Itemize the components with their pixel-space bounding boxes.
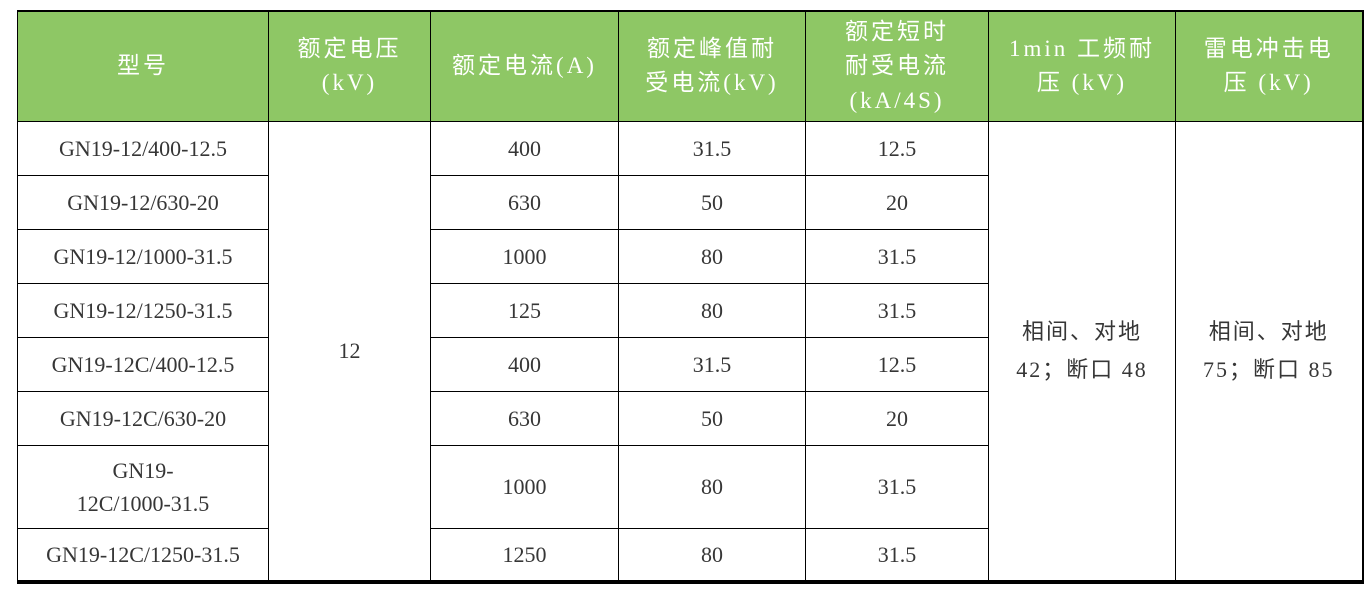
- table-row: GN19-12/1000-31.5 1000 80 31.5: [17, 228, 1363, 284]
- short-time-cell: 20: [805, 390, 989, 446]
- header-peak-withstand: 额定峰值耐 受电流(kV): [618, 10, 806, 122]
- peak-withstand-cell: 31.5: [618, 336, 806, 392]
- table-row: GN19-12C/1250-31.5 1250 80 31.5: [17, 527, 1363, 583]
- header-power-freq-withstand: 1min 工频耐 压 (kV): [988, 10, 1176, 122]
- header-lightning-impulse: 雷电冲击电 压 (kV): [1175, 10, 1363, 122]
- peak-withstand-cell: 50: [618, 174, 806, 230]
- lightning-impulse-merged-cell: 相间、对地 75；断口 85: [1175, 120, 1363, 583]
- rated-current-cell: 125: [430, 282, 619, 338]
- spec-table: 型号 额定电压 (kV) 额定电流(A) 额定峰值耐 受电流(kV) 额定短时 …: [17, 10, 1364, 584]
- model-cell: GN19-12/1250-31.5: [17, 282, 269, 338]
- peak-withstand-cell: 80: [618, 282, 806, 338]
- short-time-cell: 31.5: [805, 282, 989, 338]
- header-rated-current: 额定电流(A): [430, 10, 619, 122]
- model-cell: GN19-12/400-12.5: [17, 120, 269, 176]
- short-time-cell: 31.5: [805, 527, 989, 583]
- model-cell: GN19-12C/400-12.5: [17, 336, 269, 392]
- rated-current-cell: 400: [430, 336, 619, 392]
- rated-current-cell: 1000: [430, 444, 619, 529]
- peak-withstand-cell: 80: [618, 228, 806, 284]
- peak-withstand-cell: 50: [618, 390, 806, 446]
- rated-voltage-merged-cell: 12: [268, 120, 431, 583]
- header-rated-voltage: 额定电压 (kV): [268, 10, 431, 122]
- model-cell: GN19-12/1000-31.5: [17, 228, 269, 284]
- rated-current-cell: 630: [430, 390, 619, 446]
- model-cell: GN19-12C/630-20: [17, 390, 269, 446]
- peak-withstand-cell: 80: [618, 444, 806, 529]
- rated-current-cell: 630: [430, 174, 619, 230]
- header-model: 型号: [17, 10, 269, 122]
- model-cell: GN19-12C/1250-31.5: [17, 527, 269, 583]
- short-time-cell: 31.5: [805, 444, 989, 529]
- short-time-cell: 12.5: [805, 120, 989, 176]
- table-row: GN19- 12C/1000-31.5 1000 80 31.5: [17, 444, 1363, 529]
- short-time-cell: 31.5: [805, 228, 989, 284]
- peak-withstand-cell: 31.5: [618, 120, 806, 176]
- model-cell: GN19- 12C/1000-31.5: [17, 444, 269, 529]
- table-row: GN19-12C/400-12.5 400 31.5 12.5: [17, 336, 1363, 392]
- table-row: GN19-12/630-20 630 50 20: [17, 174, 1363, 230]
- table-row: GN19-12/400-12.5 12 400 31.5 12.5 相间、对地 …: [17, 120, 1363, 583]
- power-freq-merged-cell: 相间、对地 42；断口 48: [988, 120, 1176, 583]
- header-short-time-withstand: 额定短时 耐受电流 (kA/4S): [805, 10, 989, 122]
- peak-withstand-cell: 80: [618, 527, 806, 583]
- rated-current-cell: 1250: [430, 527, 619, 583]
- table-row: GN19-12C/630-20 630 50 20: [17, 390, 1363, 446]
- short-time-cell: 12.5: [805, 336, 989, 392]
- short-time-cell: 20: [805, 174, 989, 230]
- rated-current-cell: 400: [430, 120, 619, 176]
- rated-current-cell: 1000: [430, 228, 619, 284]
- model-cell: GN19-12/630-20: [17, 174, 269, 230]
- header-row: 型号 额定电压 (kV) 额定电流(A) 额定峰值耐 受电流(kV) 额定短时 …: [17, 10, 1363, 122]
